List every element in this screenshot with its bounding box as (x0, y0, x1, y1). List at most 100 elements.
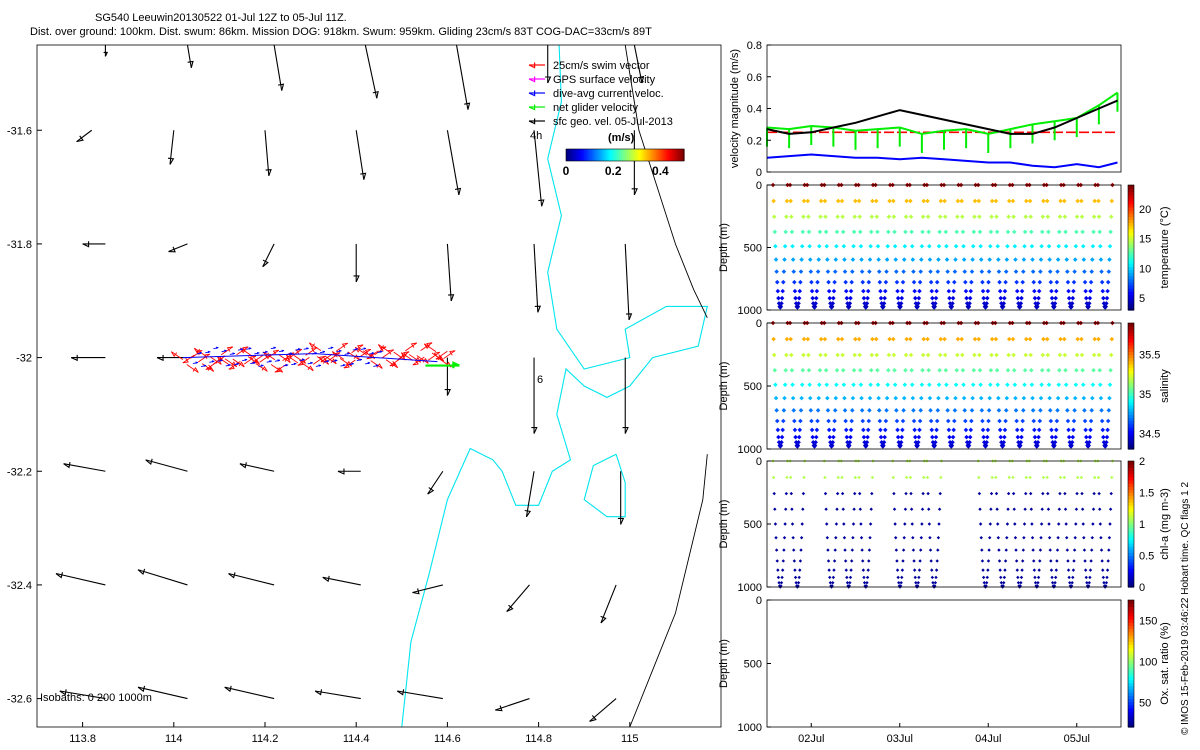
temp-panel-colorbar-swatch (1128, 269, 1134, 274)
colorbar-swatch (589, 149, 593, 161)
profile-point (937, 507, 942, 511)
profile-point (892, 491, 896, 496)
swim-vector-arrow (385, 359, 398, 369)
sal-panel-colorbar-swatch (1128, 376, 1134, 381)
profile-point (835, 214, 840, 219)
profile-point (801, 214, 806, 219)
sal-panel-colorbar-swatch (1128, 370, 1134, 374)
profile-point (781, 408, 787, 413)
profile-point (900, 427, 905, 433)
profile-point (1039, 382, 1044, 388)
sal-panel-colorbar-swatch (1128, 335, 1134, 340)
temp-panel-colorbar-tick-label: 5 (1139, 293, 1145, 305)
profile-point (1016, 575, 1020, 580)
profile-point (997, 288, 1003, 294)
chl-panel-colorbar-swatch (1128, 546, 1134, 550)
profile-point (929, 288, 935, 294)
temp-panel-y-label: Depth (m) (718, 223, 730, 272)
profile-point (1048, 279, 1054, 285)
profile-point (898, 301, 904, 306)
profile-point (814, 427, 820, 433)
profile-point (844, 568, 848, 572)
temp-panel-y-tick-label: 500 (744, 243, 762, 255)
colorbar-swatch (605, 149, 608, 161)
profile-point (1006, 491, 1011, 496)
swim-vector-arrow-head (284, 357, 291, 363)
profile-point (921, 336, 926, 342)
legend-arrow-1-head (528, 76, 536, 83)
chl-panel-colorbar-swatch (1128, 533, 1134, 538)
profile-point (1037, 418, 1043, 424)
profile-point (908, 352, 914, 358)
geo-velocity-arrow (315, 690, 361, 700)
geo-velocity-arrow (55, 572, 106, 586)
profile-point (798, 418, 803, 424)
temp-panel-colorbar-swatch (1128, 238, 1134, 242)
oxy-panel-colorbar-swatch (1128, 666, 1134, 671)
profile-point (917, 427, 922, 433)
label-6: 6 (537, 374, 543, 386)
profile-point (937, 522, 941, 526)
dive-avg-current-arrow-head (224, 349, 227, 352)
chl-panel-colorbar-swatch (1128, 486, 1134, 490)
geo-velocity-arrow-head (55, 572, 63, 579)
profile-point (873, 336, 879, 342)
profile-point (1022, 382, 1027, 388)
profile-point (793, 568, 797, 572)
profile-point (797, 427, 803, 433)
profile-point (1080, 382, 1086, 388)
profile-point (868, 536, 872, 540)
profile-point (1073, 536, 1077, 540)
legend-label: net glider velocity (553, 102, 638, 114)
velocity-series-3 (766, 153, 1118, 169)
oxy-panel-colorbar-tick-label: 50 (1139, 697, 1151, 709)
profile-point (782, 382, 788, 388)
oxy-panel-colorbar-swatch (1128, 631, 1134, 636)
profile-point (847, 304, 852, 309)
profile-point (850, 395, 856, 401)
profile-point (987, 395, 992, 401)
temp-panel-colorbar-swatch (1128, 185, 1134, 189)
profile-point (1080, 243, 1086, 249)
profile-point (1023, 214, 1028, 219)
profile-point (1049, 434, 1055, 440)
map-y-tick-label: -31.6 (7, 125, 32, 137)
profile-point (849, 568, 853, 572)
profile-point (1041, 336, 1046, 342)
chl-panel-colorbar-swatch (1128, 514, 1134, 519)
profile-point (1106, 559, 1110, 563)
profile-point (1072, 408, 1077, 413)
profile-point (1088, 279, 1094, 285)
profile-point (1089, 408, 1094, 413)
profile-point (771, 475, 776, 480)
colorbar-swatch (615, 149, 618, 161)
profile-point (829, 304, 835, 309)
profile-point (831, 295, 836, 301)
profile-point (1021, 257, 1027, 262)
swim-vector-arrow-head (330, 358, 337, 365)
profile-point (814, 295, 819, 301)
colorbar-swatch (613, 149, 616, 161)
profile-point (1097, 229, 1102, 235)
profile-point (798, 279, 803, 285)
chart-title-line-1: SG540 Leeuwin20130522 01-Jul 12Z to 05-J… (95, 12, 347, 24)
profile-point (784, 336, 790, 342)
profile-point (1082, 418, 1088, 424)
profile-point (831, 288, 837, 294)
profile-point (783, 229, 788, 235)
profile-point (784, 491, 789, 496)
profile-point (1099, 279, 1105, 285)
colorbar-swatch (603, 149, 606, 161)
profile-point (1063, 382, 1069, 388)
swim-vector-arrow-head (193, 347, 201, 354)
profile-point (869, 352, 875, 358)
chl-panel-colorbar-swatch (1128, 552, 1134, 557)
profile-point (1038, 548, 1043, 552)
profile-point (952, 418, 957, 424)
profile-point (978, 243, 983, 249)
swim-vector-arrow-head (311, 347, 318, 353)
profile-point (1090, 536, 1095, 540)
profile-point (884, 257, 890, 262)
colorbar-frame (565, 148, 685, 162)
profile-point (970, 382, 976, 388)
